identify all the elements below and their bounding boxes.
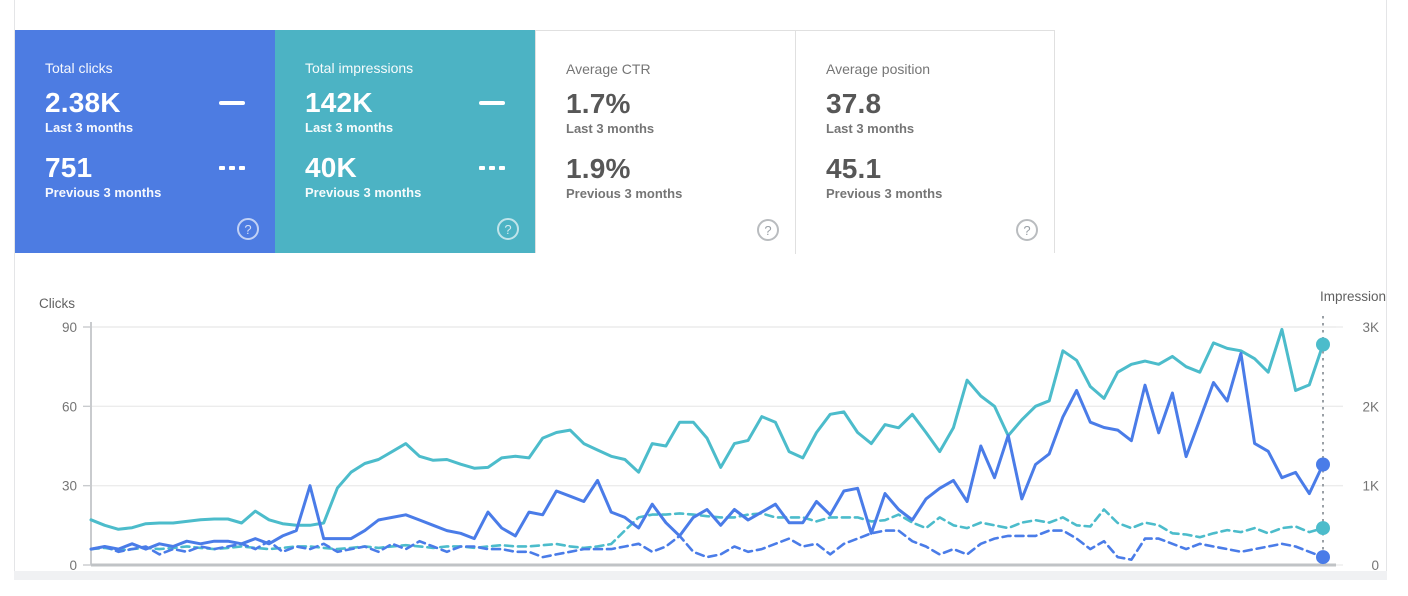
impressions-prev-value: 40K [305,152,357,183]
performance-panel: Total clicks 2.38K Last 3 months 751 Pre… [14,0,1387,571]
dashed-line-marker-icon [219,166,245,170]
card-title: Average CTR [566,61,651,77]
series-line [89,508,1325,552]
impressions-prev-label: Previous 3 months [305,185,422,200]
hover-point-dot [1316,550,1330,565]
clicks-axis-title: Clicks [39,296,75,311]
impressions-last-label: Last 3 months [305,120,394,135]
help-icon[interactable]: ? [237,218,259,240]
clicks-last-label: Last 3 months [45,120,134,135]
card-title: Average position [826,61,931,77]
right-axis-tick-label: 1K [1362,479,1379,494]
ctr-last-value: 1.7% [566,88,631,119]
secondary-cards-group: Average CTR 1.7% Last 3 months 1.9% Prev… [535,30,1055,254]
help-icon[interactable]: ? [497,218,519,240]
average-position-card[interactable]: Average position 37.8 Last 3 months 45.1… [795,31,1054,254]
position-last-value: 37.8 [826,88,882,119]
dashed-line-marker-icon [479,166,505,170]
help-icon[interactable]: ? [757,219,779,241]
total-impressions-card[interactable]: Total impressions 142K Last 3 months 40K… [275,30,535,253]
position-prev-label: Previous 3 months [826,186,943,201]
left-axis-tick-label: 30 [62,479,77,494]
average-ctr-card[interactable]: Average CTR 1.7% Last 3 months 1.9% Prev… [536,31,795,254]
hover-point-dot [1316,337,1330,352]
impressions-last-value: 142K [305,87,373,118]
total-clicks-card[interactable]: Total clicks 2.38K Last 3 months 751 Pre… [15,30,275,253]
metric-cards-row: Total clicks 2.38K Last 3 months 751 Pre… [15,30,1055,254]
panel-bottom-edge [14,571,1387,580]
right-axis-tick-label: 3K [1362,320,1379,335]
right-axis-tick-label: 0 [1371,558,1379,571]
left-axis-tick-label: 0 [69,558,77,571]
position-prev-value: 45.1 [826,153,882,184]
hover-point-dot [1316,457,1330,472]
position-last-label: Last 3 months [826,121,915,136]
ctr-last-label: Last 3 months [566,121,655,136]
card-title: Total impressions [305,60,414,76]
left-axis-tick-label: 60 [62,399,77,414]
ctr-prev-label: Previous 3 months [566,186,683,201]
help-icon[interactable]: ? [1016,219,1038,241]
clicks-prev-value: 751 [45,152,93,183]
solid-line-marker-icon [479,101,505,105]
clicks-last-value: 2.38K [45,87,121,118]
right-axis-tick-label: 2K [1362,399,1379,414]
hover-point-dot [1316,521,1330,536]
series-line [89,529,1325,562]
left-axis-tick-label: 90 [62,320,77,335]
solid-line-marker-icon [219,101,245,105]
series-line [89,351,1325,551]
ctr-prev-value: 1.9% [566,153,631,184]
clicks-prev-label: Previous 3 months [45,185,162,200]
card-title: Total clicks [45,60,113,76]
impressions-axis-title: Impression [1320,289,1386,304]
series-line [89,327,1325,531]
